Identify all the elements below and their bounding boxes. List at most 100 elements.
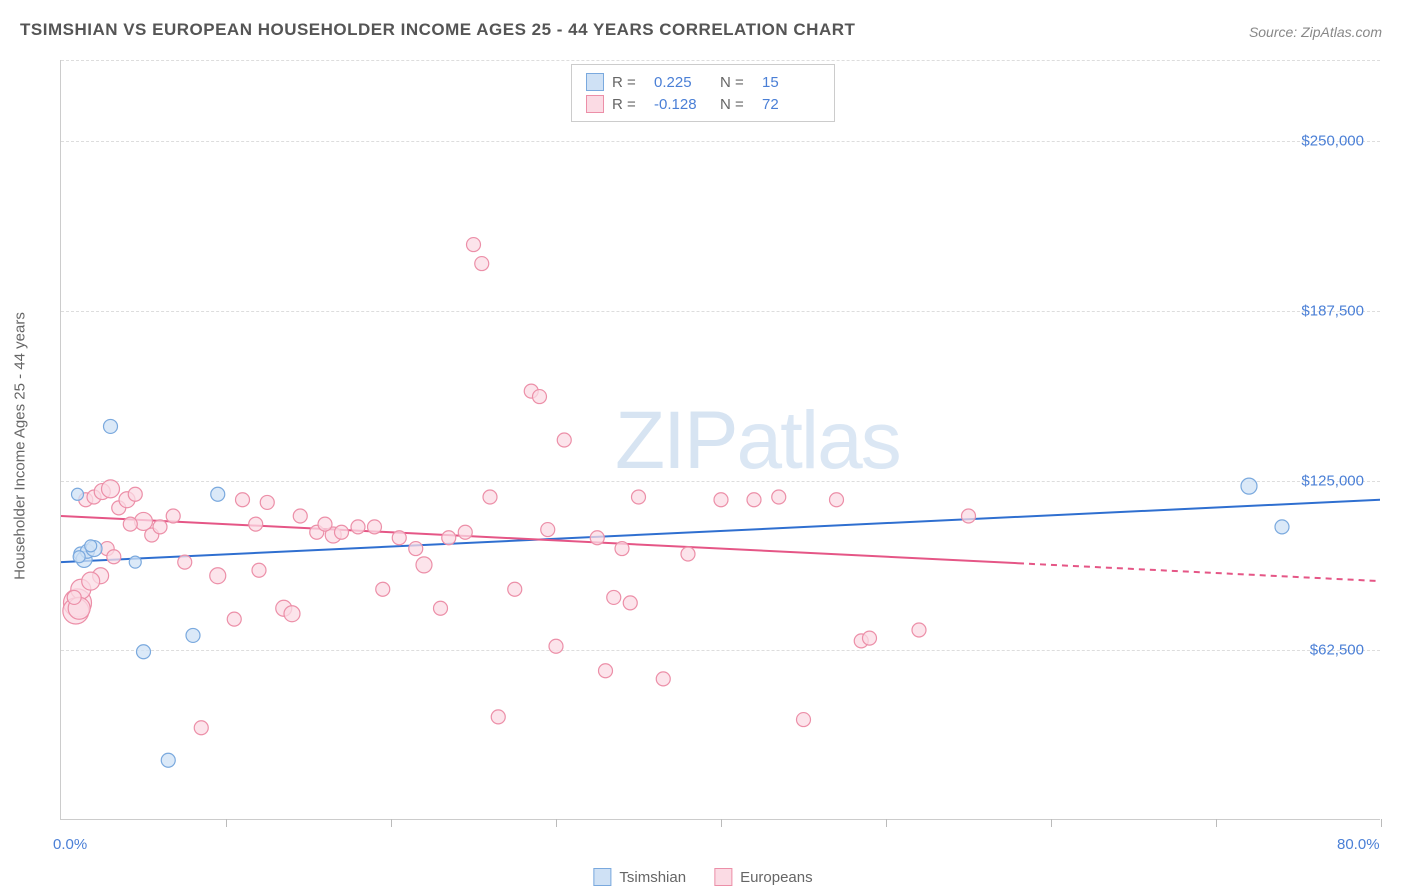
series-legend-item: Tsimshian [593,868,686,886]
data-point [772,490,786,504]
x-tick [226,819,227,827]
x-tick [1216,819,1217,827]
data-point [549,639,563,653]
data-point [318,517,332,531]
legend-n-label: N = [720,96,754,113]
data-point [104,419,118,433]
data-point [607,590,621,604]
series-legend: Tsimshian Europeans [593,868,812,886]
data-point [1241,478,1257,494]
legend-r-value: -0.128 [654,96,712,113]
data-point [747,493,761,507]
data-point [73,551,85,563]
x-tick [886,819,887,827]
data-point [161,753,175,767]
data-point [153,520,167,534]
x-tick [1051,819,1052,827]
data-point [227,612,241,626]
data-point [467,238,481,252]
data-point [541,523,555,537]
data-point [368,520,382,534]
data-point [194,721,208,735]
y-axis-title: Householder Income Ages 25 - 44 years [12,312,29,580]
x-tick-label: 80.0% [1337,836,1380,853]
x-tick [1381,819,1382,827]
data-point [615,542,629,556]
data-point [623,596,637,610]
data-point [434,601,448,615]
legend-r-value: 0.225 [654,74,712,91]
data-point [442,531,456,545]
data-point [681,547,695,561]
data-point [72,488,84,500]
data-point [599,664,613,678]
data-point [376,582,390,596]
x-tick [556,819,557,827]
data-point [491,710,505,724]
data-point [128,487,142,501]
legend-row: R = 0.225 N = 15 [586,71,820,93]
data-point [632,490,646,504]
data-point [236,493,250,507]
data-point [351,520,365,534]
data-point [416,557,432,573]
series-legend-label: Tsimshian [619,869,686,886]
data-point [123,517,137,531]
data-point [797,713,811,727]
data-point [85,540,97,552]
legend-swatch [586,95,604,113]
data-point [458,525,472,539]
data-point [137,645,151,659]
data-point [557,433,571,447]
series-legend-item: Europeans [714,868,813,886]
series-legend-label: Europeans [740,869,813,886]
legend-swatch [714,868,732,886]
data-point [483,490,497,504]
data-point [82,572,100,590]
data-point [129,556,141,568]
data-point [293,509,307,523]
data-point [102,480,120,498]
data-point [252,563,266,577]
data-point [67,590,81,604]
chart-title: TSIMSHIAN VS EUROPEAN HOUSEHOLDER INCOME… [20,20,855,40]
data-point [508,582,522,596]
data-point [392,531,406,545]
legend-n-label: N = [720,74,754,91]
data-point [962,509,976,523]
data-point [107,550,121,564]
data-point [166,509,180,523]
legend-n-value: 72 [762,96,820,113]
x-tick [721,819,722,827]
data-point [211,487,225,501]
data-point [714,493,728,507]
x-tick [391,819,392,827]
trend-line-dashed [1018,563,1380,581]
legend-r-label: R = [612,96,646,113]
legend-n-value: 15 [762,74,820,91]
legend-row: R = -0.128 N = 72 [586,93,820,115]
correlation-legend: R = 0.225 N = 15 R = -0.128 N = 72 [571,64,835,122]
chart-source: Source: ZipAtlas.com [1249,24,1382,40]
data-point [863,631,877,645]
data-point [533,390,547,404]
data-point [260,495,274,509]
data-point [1275,520,1289,534]
data-point [186,628,200,642]
data-point [590,531,604,545]
chart-plot-area: ZIPatlas $62,500$125,000$187,500$250,000… [60,60,1380,820]
data-point [409,542,423,556]
data-point [912,623,926,637]
data-point [210,568,226,584]
data-point [830,493,844,507]
legend-swatch [586,73,604,91]
data-point [656,672,670,686]
data-point [475,257,489,271]
legend-r-label: R = [612,74,646,91]
x-tick-label: 0.0% [53,836,87,853]
data-point [335,525,349,539]
data-point [249,517,263,531]
data-point [178,555,192,569]
plot-svg [61,60,1380,819]
legend-swatch [593,868,611,886]
